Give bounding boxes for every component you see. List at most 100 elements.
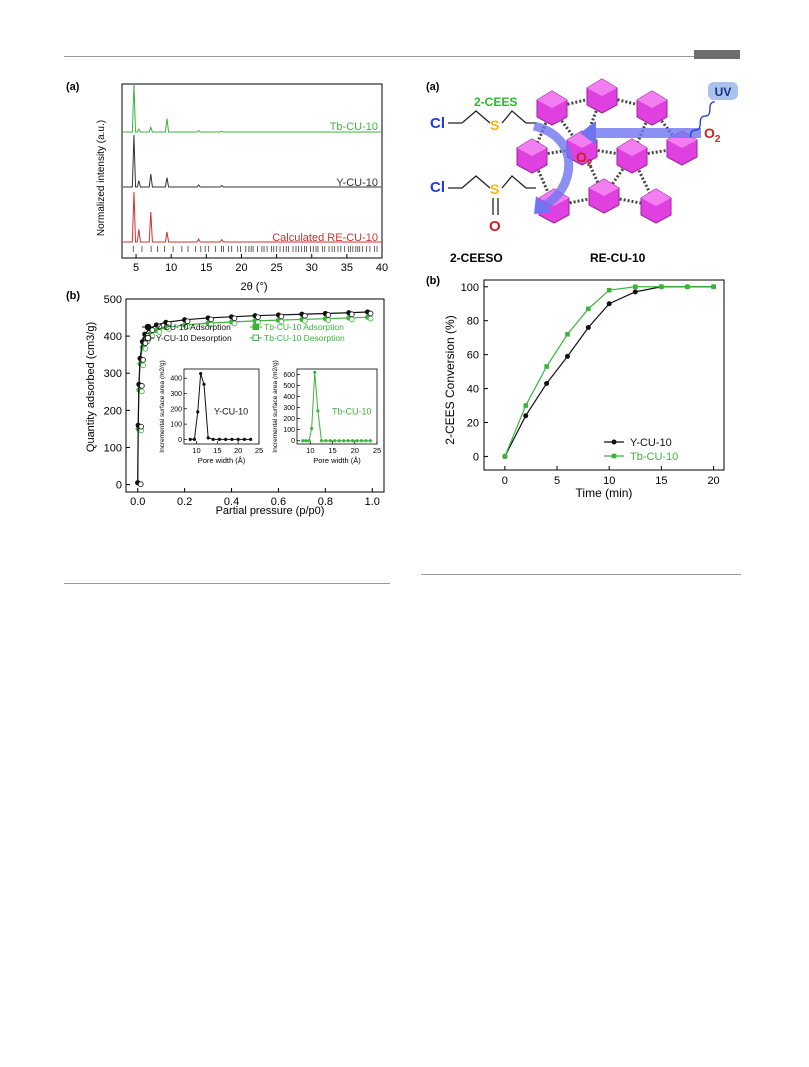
isotherm-desorption-point: [156, 323, 163, 330]
conversion-point: [502, 454, 508, 459]
conversion-point: [586, 306, 591, 312]
conversion-y-tick-label: 20: [467, 418, 479, 430]
reactant-chain-left: [448, 110, 491, 124]
conversion-y-tick-label: 40: [467, 384, 479, 396]
inset-ylabel: Incremental surface area (m2/g): [272, 360, 279, 452]
isotherm-legend-marker: [252, 334, 259, 341]
product-cl: Cl: [430, 179, 445, 196]
pxrd-series-label-y: Y-CU-10: [336, 177, 378, 189]
uv-wave: [689, 101, 715, 138]
framework-node-top: [637, 91, 667, 108]
oxygen-arrow: [596, 128, 701, 138]
isotherm-desorption-point: [208, 316, 214, 323]
inset-y-tick-label: 0: [291, 438, 295, 445]
conversion-point: [606, 287, 612, 293]
reactant-s: S: [490, 117, 499, 133]
framework-label: RE-CU-10: [590, 251, 646, 265]
isotherm-y-tick-label: 500: [104, 294, 122, 306]
inset-x-tick-label: 15: [213, 446, 221, 455]
conversion-legend-label: Tb-CU-10: [630, 451, 678, 463]
pxrd-x-tick-label: 10: [165, 262, 177, 274]
pxrd-chart: (a) 5 10 15 20 25 30 35 40 Tb-CU-10 Y-CU-10 Cal…: [66, 81, 388, 293]
conversion-chart: (b) 0 5 10 15 20 0 20 40 60 80 100 Y-CU-10 Tb-CU-10…: [426, 275, 725, 500]
isotherm-legend-marker: [252, 323, 259, 330]
inset-point: [236, 437, 240, 442]
product-s: S: [490, 181, 499, 197]
reactant-label: 2-CEES: [474, 95, 517, 109]
conversion-xlabel: Time (min): [576, 486, 633, 500]
panel-label-right-b: (b): [426, 275, 440, 287]
conversion-arrow: [532, 121, 574, 211]
conversion-point: [544, 380, 550, 386]
conversion-arrowhead: [534, 196, 552, 214]
isotherm-xlabel: Partial pressure (p/p0): [216, 505, 325, 517]
isotherm-desorption-point: [138, 423, 144, 430]
oxygen-label-right: O2: [704, 125, 721, 145]
inset-point: [188, 437, 192, 442]
isotherm-desorption-point: [140, 362, 146, 369]
conversion-x-tick-label: 0: [502, 475, 508, 487]
conversion-series-line: [504, 286, 714, 457]
isotherm-desorption-point: [149, 327, 156, 333]
pxrd-x-tick-label: 40: [376, 262, 388, 274]
conversion-point: [565, 331, 570, 337]
conversion-point: [632, 289, 638, 295]
isotherm-legend-label: Y-CU-10 Adsorption: [156, 322, 231, 332]
conversion-point: [606, 301, 612, 307]
inset-x-tick-label: 20: [234, 446, 242, 455]
header-tab: [694, 50, 740, 59]
isotherm-frame: [125, 298, 385, 493]
inset-frame: [183, 368, 260, 445]
inset-point: [355, 439, 359, 443]
isotherm-x-tick-label: 0.6: [271, 496, 286, 508]
conversion-x-tick-label: 15: [655, 475, 667, 487]
inset-x-tick-label: 15: [328, 446, 336, 455]
inset-y-tick-label: 400: [170, 376, 182, 383]
pxrd-x-tick-label: 35: [341, 262, 353, 274]
inset-xlabel: Pore width (Å): [198, 456, 246, 465]
framework-node-top: [641, 189, 671, 206]
pxrd-series-line: [123, 191, 381, 243]
inset-point: [230, 437, 234, 442]
inset-y-tick-label: 600: [283, 372, 295, 379]
inset-x-tick-label: 20: [351, 446, 359, 455]
framework-node-top: [537, 91, 567, 108]
uv-label: UV: [715, 85, 732, 99]
pxrd-series-line: [123, 134, 381, 188]
conversion-frame: [483, 279, 725, 471]
inset-x-tick-label: 10: [192, 446, 200, 455]
conversion-ylabel: 2-CEES Conversion (%): [443, 315, 457, 444]
isotherm-desorption-point: [142, 340, 149, 346]
framework-node-top: [567, 131, 597, 148]
isotherm-legend-label: Tb-CU-10 Desorption: [264, 333, 345, 343]
isotherm-desorption-point: [367, 315, 374, 322]
isotherm-legend-label: Y-CU-10 Desorption: [156, 333, 232, 343]
pxrd-x-tick-label: 20: [235, 262, 247, 274]
isotherm-y-tick-label: 100: [104, 442, 122, 454]
left-footer-rule: [64, 583, 390, 584]
isotherm-y-tick-label: 200: [104, 405, 122, 417]
inset-x-tick-label: 25: [373, 446, 381, 455]
isotherm-desorption-point: [156, 329, 163, 335]
inset-point: [249, 437, 253, 442]
inset-series-name: Tb-CU-10: [332, 407, 372, 417]
framework-node-top: [667, 131, 697, 148]
isotherm-desorption-point: [231, 315, 238, 322]
inset-point: [342, 439, 346, 443]
inset-point: [316, 409, 320, 413]
isotherm-y-tick-label: 300: [104, 368, 122, 380]
inset-point: [324, 439, 328, 443]
isotherm-desorption-point: [302, 312, 308, 319]
conversion-point: [711, 284, 716, 290]
pxrd-frame: [121, 83, 383, 259]
oxygen-label-left-sub: 2: [587, 158, 593, 169]
inset-point: [192, 437, 197, 442]
inset-y-tick-label: 0: [178, 437, 182, 444]
product-chain-right: [501, 175, 536, 189]
isotherm-x-tick-label: 0.0: [130, 496, 145, 508]
right-footer-rule: [421, 574, 741, 575]
isotherm-desorption-point: [142, 345, 149, 352]
oxygen-label-left: O2: [576, 149, 593, 169]
conversion-y-tick-label: 80: [467, 316, 479, 328]
